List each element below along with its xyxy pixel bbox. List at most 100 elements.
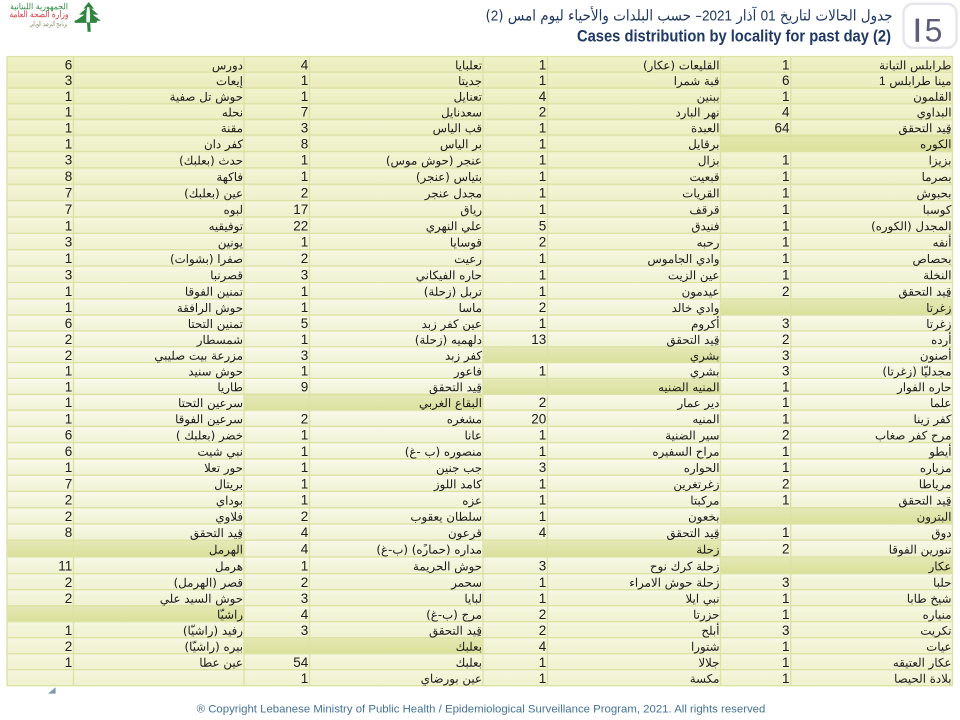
svg-text:1: 1 [539,476,547,491]
svg-text:1: 1 [782,379,790,394]
svg-text:1: 1 [782,186,790,201]
svg-text:1: 1 [539,120,547,135]
svg-text:1: 1 [782,395,790,410]
svg-text:3: 3 [301,623,309,638]
svg-text:1: 1 [539,169,547,184]
svg-text:® Copyright Lebanese Ministry: ® Copyright Lebanese Ministry of Public … [197,704,766,716]
svg-text:1: 1 [782,460,790,475]
svg-text:1: 1 [539,251,547,266]
svg-text:4: 4 [539,639,547,654]
svg-text:3: 3 [539,559,547,574]
svg-text:2: 2 [539,607,547,622]
svg-text:4: 4 [301,542,309,557]
svg-text:17: 17 [293,202,308,217]
svg-text:11: 11 [58,559,72,574]
svg-text:1: 1 [782,639,790,654]
svg-text:2: 2 [65,639,73,654]
svg-text:1: 1 [65,655,73,670]
svg-text:1: 1 [539,671,547,686]
svg-text:64: 64 [774,120,790,135]
svg-text:4: 4 [301,58,309,73]
svg-text:6: 6 [65,428,73,443]
svg-text:1: 1 [65,300,73,315]
svg-text:2: 2 [782,542,790,557]
svg-text:3: 3 [782,364,790,379]
svg-text:2: 2 [539,395,547,410]
svg-text:1: 1 [301,284,309,299]
svg-text:3: 3 [65,267,73,282]
svg-text:1: 1 [782,153,790,168]
svg-text:4: 4 [301,607,309,622]
svg-text:1: 1 [301,460,309,475]
svg-text:54: 54 [293,655,309,670]
svg-text:3: 3 [65,235,73,250]
svg-text:1: 1 [301,476,309,491]
svg-text:3: 3 [782,575,790,590]
svg-text:5: 5 [539,218,547,233]
svg-text:1: 1 [65,460,73,475]
svg-text:1: 1 [879,74,886,88]
svg-text:3: 3 [65,153,73,168]
svg-text:1: 1 [65,284,73,299]
svg-text:1: 1 [539,364,547,379]
svg-text:5: 5 [301,316,309,331]
svg-text:7: 7 [65,202,73,217]
svg-text:4: 4 [782,105,790,120]
svg-text:1: 1 [539,267,547,282]
svg-text:4: 4 [539,525,547,540]
svg-text:1: 1 [539,444,547,459]
svg-text:1: 1 [301,559,309,574]
svg-text:1: 1 [65,89,73,104]
svg-text:9: 9 [301,379,309,394]
svg-text:1: 1 [301,300,309,315]
svg-text:3: 3 [301,348,309,363]
svg-text:1: 1 [782,444,790,459]
svg-text:1: 1 [782,218,790,233]
svg-text:8: 8 [65,525,73,540]
svg-text:1: 1 [301,671,309,686]
svg-text:2: 2 [539,235,547,250]
svg-text:2: 2 [782,428,790,443]
svg-text:1: 1 [65,136,73,151]
svg-text:4: 4 [301,525,309,540]
svg-text:1: 1 [539,493,547,508]
svg-text:3: 3 [301,591,309,606]
svg-text:2: 2 [65,575,73,590]
svg-text:1: 1 [301,73,309,88]
svg-text:1: 1 [301,428,309,443]
svg-text:2: 2 [65,348,73,363]
svg-text:Cases distribution by locality: Cases distribution by locality for past … [577,27,891,45]
svg-text:1: 1 [65,105,73,120]
svg-text:1: 1 [301,153,309,168]
svg-text:1: 1 [65,411,73,426]
svg-text:2: 2 [782,476,790,491]
svg-text:7: 7 [65,186,73,201]
svg-text:2: 2 [782,332,790,347]
svg-text:1: 1 [65,251,73,266]
svg-text:1: 1 [539,186,547,201]
svg-text:3: 3 [301,120,309,135]
svg-text:1: 1 [782,607,790,622]
svg-text:1: 1 [301,493,309,508]
svg-text:1: 1 [539,316,547,331]
svg-text:1: 1 [301,235,309,250]
svg-text:2021: 2021 [702,8,732,25]
svg-text:1: 1 [539,575,547,590]
svg-text:6: 6 [65,316,73,331]
svg-text:2: 2 [539,300,547,315]
svg-text:1: 1 [301,332,309,347]
svg-text:3: 3 [65,73,73,88]
svg-text:1: 1 [782,89,790,104]
svg-text:3: 3 [301,267,309,282]
svg-text:1: 1 [65,623,73,638]
svg-text:2: 2 [301,251,309,266]
svg-text:2: 2 [301,509,309,524]
svg-text:6: 6 [782,73,790,88]
svg-text:20: 20 [531,411,546,426]
svg-text:1: 1 [782,525,790,540]
svg-text:1: 1 [539,284,547,299]
svg-text:2: 2 [301,411,309,426]
svg-text:1: 1 [782,235,790,250]
svg-text:2: 2 [65,332,73,347]
svg-text:2: 2 [65,493,73,508]
